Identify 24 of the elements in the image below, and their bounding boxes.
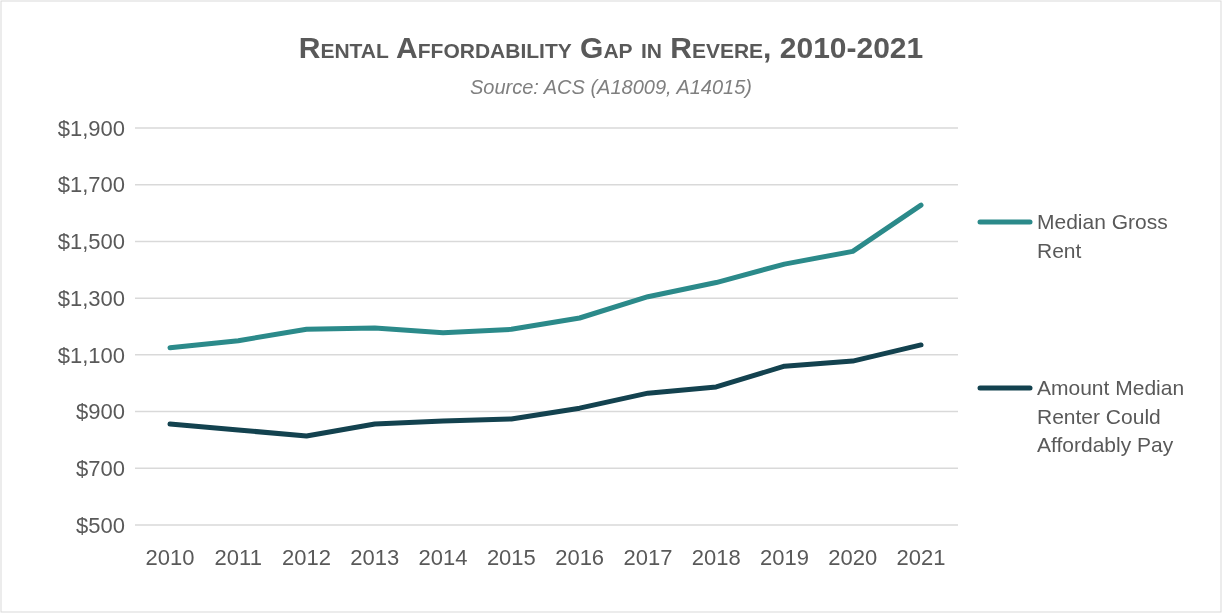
y-tick-label: $1,300: [57, 285, 125, 311]
x-tick-label: 2020: [828, 545, 878, 570]
y-tick-label: $1,900: [57, 115, 125, 141]
x-tick-label: 2019: [759, 545, 809, 570]
y-tick-label: $500: [76, 512, 125, 538]
x-tick-label: 2012: [282, 545, 332, 570]
y-tick-label: $700: [76, 455, 125, 481]
chart-title: Rental Affordability Gap in Revere, 2010-2021: [298, 31, 924, 64]
x-tick-label: 2016: [555, 545, 605, 570]
y-tick-label: $1,100: [57, 342, 125, 368]
y-tick-label: $1,700: [57, 172, 125, 198]
x-tick-label: 2014: [418, 545, 468, 570]
x-tick-label: 2013: [350, 545, 400, 570]
x-tick-label: 2018: [691, 545, 741, 570]
x-tick-label: 2015: [486, 545, 536, 570]
x-tick-label: 2017: [623, 545, 673, 570]
y-tick-label: $900: [76, 399, 125, 425]
legend-label: Median Gross Rent: [1037, 210, 1168, 262]
x-tick-label: 2010: [145, 545, 195, 570]
legend-label: Amount Median Renter Could Affordably Pay: [1037, 376, 1185, 457]
y-tick-label: $1,500: [57, 229, 125, 255]
x-tick-label: 2021: [896, 545, 946, 570]
chart-subtitle: Source: ACS (A18009, A14015): [469, 76, 753, 98]
x-tick-label: 2011: [214, 545, 262, 570]
